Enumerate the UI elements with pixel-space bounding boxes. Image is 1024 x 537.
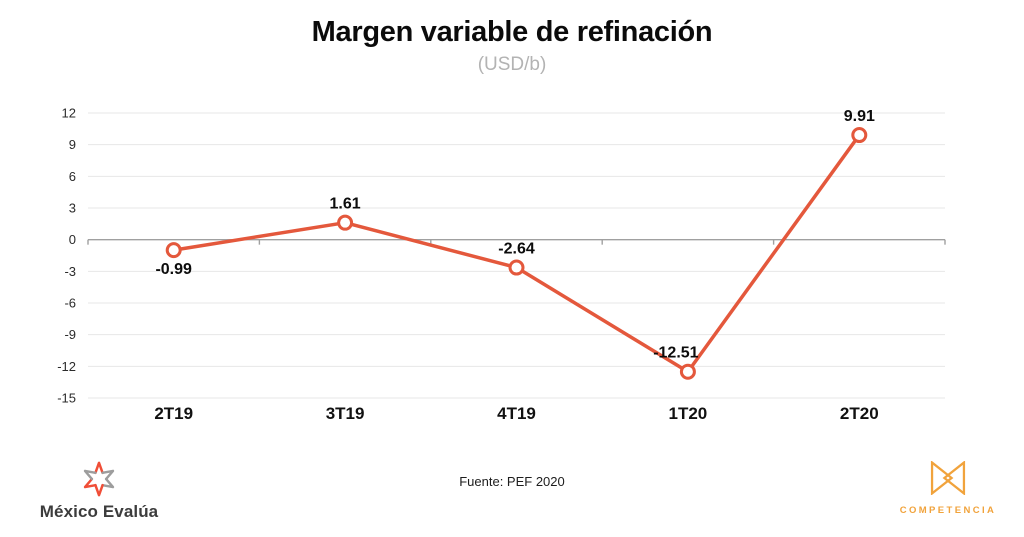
svg-text:2T20: 2T20 <box>840 404 879 423</box>
refining-margin-line-chart: 12 9 6 3 0 -3 -6 -9 -12 -15 2T19 3T19 4T19 1T20 2T20 -0… <box>57 106 946 423</box>
svg-text:3: 3 <box>69 201 76 216</box>
svg-text:-2.64: -2.64 <box>498 241 535 258</box>
svg-text:4T19: 4T19 <box>497 404 536 423</box>
star-burst-icon <box>83 461 115 497</box>
svg-text:-15: -15 <box>57 391 76 406</box>
svg-text:-6: -6 <box>64 296 76 311</box>
svg-text:0: 0 <box>69 232 76 247</box>
bowtie-icon <box>930 461 966 495</box>
competencia-logo: COMPETENCIA <box>893 461 1003 516</box>
svg-text:-0.99: -0.99 <box>155 261 192 278</box>
svg-text:6: 6 <box>69 169 76 184</box>
svg-text:2T19: 2T19 <box>154 404 193 423</box>
mexico-evalua-wordmark: México Evalúa <box>39 502 159 521</box>
svg-text:1T20: 1T20 <box>669 404 708 423</box>
svg-text:9.91: 9.91 <box>844 108 875 125</box>
svg-text:-9: -9 <box>64 327 76 342</box>
svg-text:3T19: 3T19 <box>326 404 365 423</box>
svg-text:-3: -3 <box>64 264 76 279</box>
competencia-wordmark: COMPETENCIA <box>899 505 997 516</box>
svg-text:1.61: 1.61 <box>330 196 361 213</box>
svg-text:-12.51: -12.51 <box>653 345 698 362</box>
svg-text:-12: -12 <box>57 359 76 374</box>
svg-text:9: 9 <box>69 137 76 152</box>
mexico-evalua-logo: México Evalúa <box>36 460 162 522</box>
source-note: Fuente: PEF 2020 <box>459 474 565 489</box>
svg-text:12: 12 <box>62 106 76 121</box>
chart-title: Margen variable de refinación <box>311 16 713 48</box>
chart-subtitle: (USD/b) <box>477 54 547 75</box>
